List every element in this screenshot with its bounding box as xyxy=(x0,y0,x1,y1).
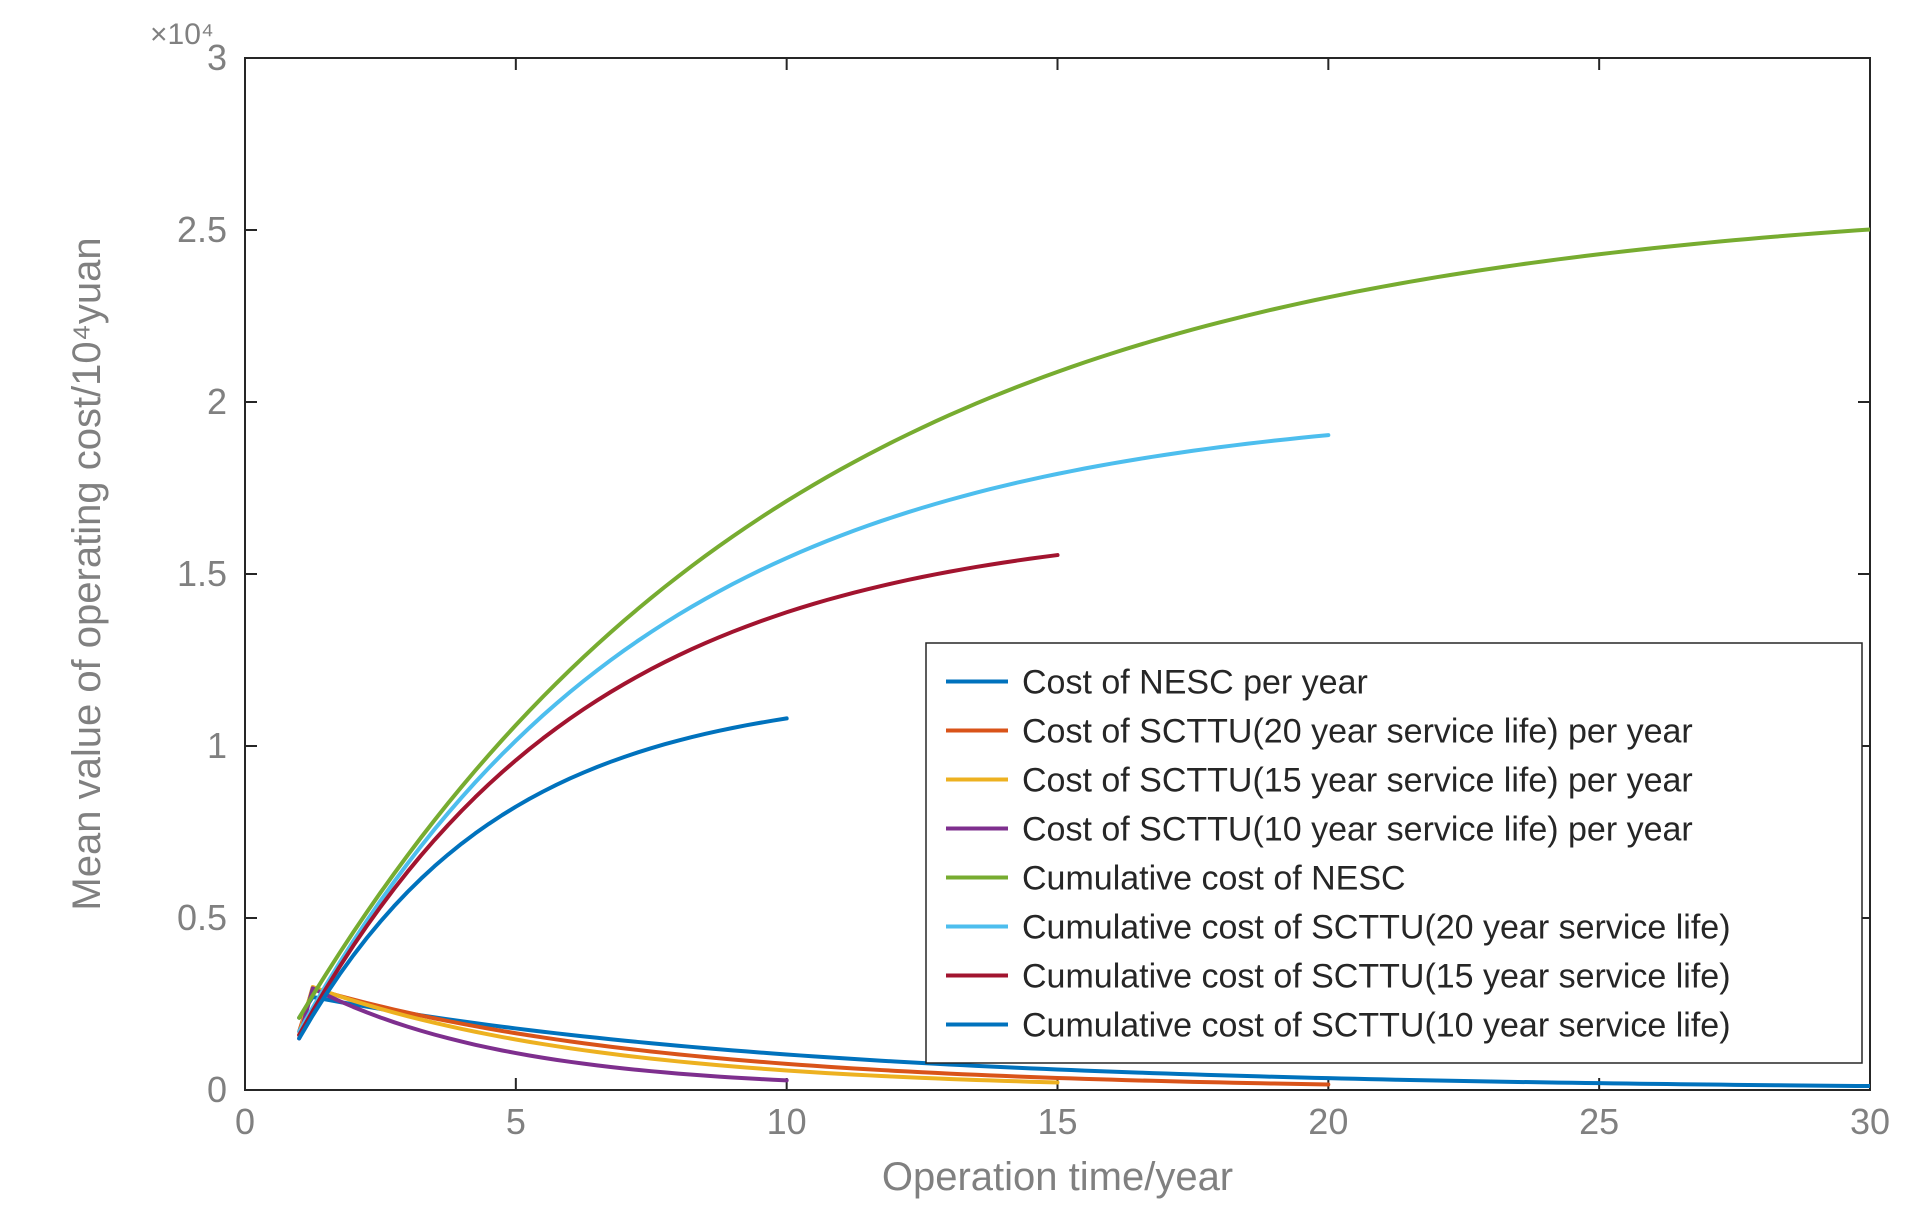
legend-label: Cost of SCTTU(10 year service life) per … xyxy=(1022,810,1693,848)
y-multiplier: ×10⁴ xyxy=(150,18,214,51)
legend-label: Cost of NESC per year xyxy=(1022,663,1368,701)
y-tick-label: 0.5 xyxy=(177,897,227,938)
legend-label: Cumulative cost of SCTTU(10 year service… xyxy=(1022,1006,1731,1044)
legend-label: Cumulative cost of SCTTU(20 year service… xyxy=(1022,908,1731,946)
legend-box xyxy=(926,643,1862,1063)
y-axis-label: Mean value of operating cost/10⁴yuan xyxy=(65,237,109,910)
legend: Cost of NESC per year Cost of SCTTU(20 ye… xyxy=(926,643,1862,1063)
x-tick-label: 20 xyxy=(1308,1101,1348,1142)
series-line xyxy=(299,718,786,1038)
x-tick-label: 15 xyxy=(1037,1101,1077,1142)
y-tick-label: 1.5 xyxy=(177,553,227,594)
x-tick-label: 5 xyxy=(506,1101,526,1142)
y-tick-label: 0 xyxy=(207,1069,227,1110)
legend-label: Cumulative cost of NESC xyxy=(1022,859,1406,897)
x-tick-label: 25 xyxy=(1579,1101,1619,1142)
x-tick-label: 10 xyxy=(767,1101,807,1142)
x-tick-label: 0 xyxy=(235,1101,255,1142)
x-tick-label: 30 xyxy=(1850,1101,1890,1142)
legend-label: Cumulative cost of SCTTU(15 year service… xyxy=(1022,957,1731,995)
y-tick-label: 2.5 xyxy=(177,209,227,250)
x-axis-label: Operation time/year xyxy=(882,1155,1233,1199)
y-tick-label: 1 xyxy=(207,725,227,766)
y-tick-label: 2 xyxy=(207,381,227,422)
legend-label: Cost of SCTTU(15 year service life) per … xyxy=(1022,761,1693,799)
legend-label: Cost of SCTTU(20 year service life) per … xyxy=(1022,712,1693,750)
chart-container: 05101520253000.511.522.53×10⁴Operation t… xyxy=(0,0,1931,1226)
line-chart: 05101520253000.511.522.53×10⁴Operation t… xyxy=(0,0,1931,1226)
